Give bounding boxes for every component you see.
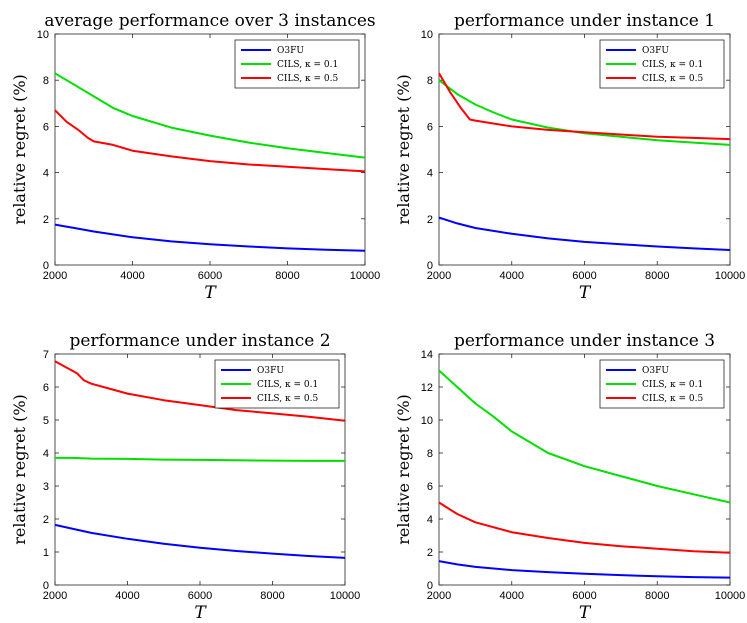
y-axis-label: relative regret (%) xyxy=(10,394,29,545)
y-axis-label: relative regret (%) xyxy=(10,74,29,225)
y-tick-label: 7 xyxy=(43,349,49,361)
legend-label-3: CILS, κ = 0.5 xyxy=(257,394,318,404)
legend-label-3: CILS, κ = 0.5 xyxy=(642,74,703,84)
legend-label-1: O3FU xyxy=(257,366,284,376)
y-axis-label: relative regret (%) xyxy=(394,394,413,545)
series-line-3 xyxy=(54,360,346,422)
series-line-1 xyxy=(54,223,366,252)
y-tick-label: 0 xyxy=(43,580,49,592)
series-line-1 xyxy=(438,560,731,579)
legend-label-2: CILS, κ = 0.1 xyxy=(257,380,318,390)
x-tick-label: 2000 xyxy=(43,270,67,282)
y-tick-label: 8 xyxy=(427,448,433,460)
x-tick-label: 2000 xyxy=(427,590,451,602)
y-tick-label: 5 xyxy=(43,415,49,427)
y-tick-label: 0 xyxy=(43,260,49,272)
legend-label-3: CILS, κ = 0.5 xyxy=(642,394,703,404)
y-tick-label: 2 xyxy=(43,514,49,526)
series-line-2 xyxy=(438,79,731,146)
y-tick-label: 4 xyxy=(43,168,49,180)
chart-panel-2: 2000 4000 6000 8000 10000 0 2 4 6 8 10 performance … xyxy=(394,11,745,303)
chart-title: performance under instance 3 xyxy=(454,331,715,351)
x-tick-label: 2000 xyxy=(427,270,451,282)
y-tick-label: 4 xyxy=(427,514,433,526)
series-line-2 xyxy=(55,456,345,462)
legend-label-2: CILS, κ = 0.1 xyxy=(277,60,338,70)
x-tick-label: 4000 xyxy=(500,270,524,282)
legend: O3FU CILS, κ = 0.1 CILS, κ = 0.5 xyxy=(234,39,360,89)
x-tick-label: 6000 xyxy=(572,590,596,602)
legend: O3FU CILS, κ = 0.1 CILS, κ = 0.5 xyxy=(599,39,725,89)
x-tick-label: 6000 xyxy=(198,270,222,282)
x-tick-label: 8000 xyxy=(645,590,669,602)
y-tick-label: 8 xyxy=(43,75,49,87)
legend: O3FU CILS, κ = 0.1 CILS, κ = 0.5 xyxy=(599,359,725,409)
x-tick-label: 4000 xyxy=(500,590,524,602)
x-tick-label: 8000 xyxy=(275,270,299,282)
y-tick-label: 3 xyxy=(43,481,49,493)
legend-label-1: O3FU xyxy=(277,46,304,56)
x-tick-label: 10000 xyxy=(330,590,361,602)
y-tick-label: 8 xyxy=(427,75,433,87)
x-tick-label: 6000 xyxy=(188,590,212,602)
y-tick-label: 12 xyxy=(421,382,433,394)
chart-title: performance under instance 2 xyxy=(69,331,330,351)
series-line-1 xyxy=(54,523,346,559)
y-tick-label: 4 xyxy=(427,168,433,180)
legend-label-3: CILS, κ = 0.5 xyxy=(277,74,338,84)
y-tick-label: 2 xyxy=(427,214,433,226)
y-tick-label: 0 xyxy=(427,580,433,592)
y-tick-label: 0 xyxy=(427,260,433,272)
series-line-3 xyxy=(438,501,731,554)
series-line-2 xyxy=(54,72,366,159)
x-tick-label: 6000 xyxy=(572,270,596,282)
chart-title: average performance over 3 instances xyxy=(44,11,375,31)
chart-title: performance under instance 1 xyxy=(454,11,715,31)
x-tick-label: 4000 xyxy=(115,590,139,602)
chart-panel-4: 2000 4000 6000 8000 10000 0 2 4 6 8 10 12 14 performa… xyxy=(394,331,745,623)
y-tick-label: 10 xyxy=(421,29,433,41)
series-line-1 xyxy=(438,216,731,251)
y-tick-label: 1 xyxy=(43,547,49,559)
x-axis-label: T xyxy=(579,603,592,623)
x-tick-label: 8000 xyxy=(260,590,284,602)
x-tick-label: 10000 xyxy=(715,590,746,602)
x-axis-label: T xyxy=(194,603,207,623)
y-tick-label: 6 xyxy=(427,481,433,493)
x-axis-label: T xyxy=(204,283,217,303)
legend-label-2: CILS, κ = 0.1 xyxy=(642,60,703,70)
series-line-3 xyxy=(438,72,731,141)
y-tick-label: 4 xyxy=(43,448,49,460)
x-axis-label: T xyxy=(579,283,592,303)
x-tick-label: 2000 xyxy=(43,590,67,602)
legend-label-1: O3FU xyxy=(642,366,669,376)
y-tick-label: 6 xyxy=(43,121,49,133)
y-tick-label: 6 xyxy=(427,121,433,133)
x-tick-label: 10000 xyxy=(715,270,746,282)
chart-panel-3: 2000 4000 6000 8000 10000 0 1 2 3 4 5 6 7 performance… xyxy=(10,331,360,623)
y-axis-label: relative regret (%) xyxy=(394,74,413,225)
x-tick-label: 4000 xyxy=(120,270,144,282)
legend-label-1: O3FU xyxy=(642,46,669,56)
y-tick-label: 14 xyxy=(421,349,433,361)
y-tick-label: 10 xyxy=(37,29,49,41)
legend-label-2: CILS, κ = 0.1 xyxy=(642,380,703,390)
y-tick-label: 2 xyxy=(43,214,49,226)
series-line-3 xyxy=(54,109,366,173)
series-line-2 xyxy=(438,369,731,504)
y-tick-label: 2 xyxy=(427,547,433,559)
y-tick-label: 10 xyxy=(421,415,433,427)
y-tick-label: 6 xyxy=(43,382,49,394)
legend: O3FU CILS, κ = 0.1 CILS, κ = 0.5 xyxy=(214,359,340,409)
x-tick-label: 8000 xyxy=(645,270,669,282)
x-tick-label: 10000 xyxy=(350,270,381,282)
